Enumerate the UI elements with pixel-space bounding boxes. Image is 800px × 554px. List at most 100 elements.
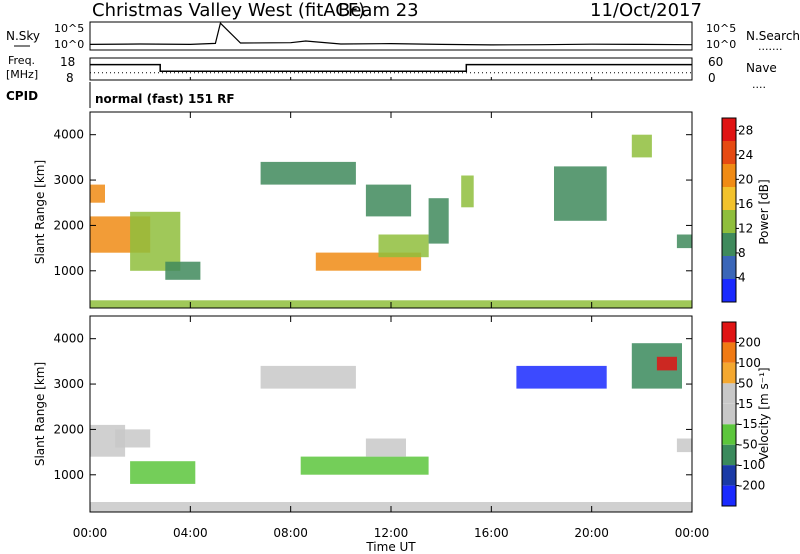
nsearch-tick-bottom: 10^0 bbox=[706, 38, 736, 51]
colorbar-tick-label-8: 8 bbox=[738, 246, 746, 260]
colorbar-swatch-8 bbox=[722, 322, 736, 343]
nsky-tick-bottom: 10^0 bbox=[54, 38, 84, 51]
colorbar-swatch-1 bbox=[722, 256, 736, 279]
y-tick-label-1000: 1000 bbox=[53, 468, 84, 482]
freq-tick-top: 18 bbox=[60, 55, 75, 69]
scatter-region-9 bbox=[676, 438, 692, 453]
colorbar-tick-label-50: 50 bbox=[738, 376, 753, 390]
power-y-label: Slant Range [km] bbox=[33, 160, 47, 264]
nave-label: Nave bbox=[746, 61, 777, 75]
freq-tick-bottom: 8 bbox=[66, 71, 74, 85]
colorbar-swatch-2 bbox=[722, 233, 736, 256]
scatter-region-3 bbox=[165, 261, 201, 280]
colorbar-frame bbox=[721, 117, 737, 303]
freq-label: Freq. bbox=[8, 54, 35, 67]
colorbar-swatch-0 bbox=[722, 279, 736, 302]
nsky-series bbox=[89, 22, 693, 46]
scatter-region-11 bbox=[631, 134, 652, 158]
colorbar-tick-label-12: 12 bbox=[738, 221, 753, 235]
scatter-region-3 bbox=[300, 456, 429, 475]
x-tick-label-0: 00:00 bbox=[73, 526, 108, 540]
scatter-region-9 bbox=[461, 175, 474, 208]
colorbar-swatch-0 bbox=[722, 485, 736, 506]
velocity-colorbar: 200 100 50 15 -15 -50 -100 -200 bbox=[721, 321, 765, 507]
colorbar-swatch-5 bbox=[722, 164, 736, 187]
colorbar-swatch-4 bbox=[722, 187, 736, 210]
colorbar-swatch-7 bbox=[722, 118, 736, 141]
scatter-region-1 bbox=[90, 184, 105, 203]
colorbar-swatch-3 bbox=[722, 424, 736, 445]
y-tick-label-2000: 2000 bbox=[53, 218, 84, 232]
colorbar-tick-label-200: 200 bbox=[738, 335, 761, 349]
nsearch-label: N.Search bbox=[746, 29, 800, 43]
scatter-region-6 bbox=[260, 161, 356, 185]
nsky-strip-frame bbox=[89, 21, 693, 51]
colorbar-swatch-4 bbox=[722, 403, 736, 425]
scatter-region-2 bbox=[130, 211, 181, 271]
beam-label: Beam 23 bbox=[338, 0, 419, 21]
power-colorbar-label: Power [dB] bbox=[757, 179, 771, 244]
colorbar-swatch-1 bbox=[722, 465, 736, 486]
nave-tick-bottom: 0 bbox=[708, 71, 716, 85]
colorbar-swatch-7 bbox=[722, 342, 736, 363]
velocity-colorbar-label: Velocity [m s⁻¹] bbox=[757, 367, 771, 460]
velocity-y-label: Slant Range [km] bbox=[33, 362, 47, 466]
y-tick-label-4000: 4000 bbox=[53, 332, 84, 346]
power-colorbar: 4 8 12 16 20 24 28 bbox=[721, 117, 753, 303]
scatter-region-6 bbox=[516, 365, 607, 389]
nsearch-dots: ....... bbox=[758, 40, 782, 53]
nsky-label: N.Sky bbox=[6, 29, 40, 43]
x-tick-label-1: 04:00 bbox=[173, 526, 208, 540]
nave-dots: .... bbox=[752, 78, 766, 91]
colorbar-tick-label-24: 24 bbox=[738, 148, 753, 162]
velocity-y-axis: 1000 2000 3000 4000 bbox=[53, 332, 692, 482]
y-tick-label-3000: 3000 bbox=[53, 377, 84, 391]
colorbar-tick-label-4: 4 bbox=[738, 270, 746, 284]
power-heatmap bbox=[90, 134, 692, 308]
scatter-region-12 bbox=[676, 234, 692, 249]
scatter-region-8 bbox=[656, 356, 677, 371]
colorbar-swatch-3 bbox=[722, 210, 736, 233]
plot-title: Christmas Valley West (fitACF) bbox=[92, 0, 365, 21]
colorbar-tick-label-28: 28 bbox=[738, 123, 753, 137]
colorbar-tick-label-16: 16 bbox=[738, 197, 753, 211]
nsearch-tick-top: 10^5 bbox=[706, 22, 736, 35]
y-tick-label-3000: 3000 bbox=[53, 173, 84, 187]
y-tick-label-2000: 2000 bbox=[53, 422, 84, 436]
x-tick-label-6: 00:00 bbox=[675, 526, 710, 540]
colorbar-tick-label--15: -15 bbox=[738, 417, 758, 431]
x-tick-label-5: 20:00 bbox=[574, 526, 609, 540]
colorbar-tick-label--200: -200 bbox=[738, 479, 765, 493]
scatter-region-5 bbox=[378, 234, 429, 258]
colorbar-swatch-6 bbox=[722, 141, 736, 164]
scatter-region-2 bbox=[130, 461, 196, 484]
scatter-region-7 bbox=[365, 184, 412, 217]
colorbar-tick-label-20: 20 bbox=[738, 172, 753, 186]
x-tick-label-3: 12:00 bbox=[374, 526, 409, 540]
cpid-label: CPID bbox=[6, 89, 38, 103]
nsky-line bbox=[89, 22, 693, 46]
colorbar-swatch-2 bbox=[722, 444, 736, 466]
x-axis-label: Time UT bbox=[365, 540, 416, 554]
y-tick-label-4000: 4000 bbox=[53, 128, 84, 142]
nave-tick-top: 60 bbox=[708, 55, 723, 69]
freq-strip-frame bbox=[89, 57, 693, 81]
y-tick-label-1000: 1000 bbox=[53, 264, 84, 278]
scatter-region-1 bbox=[115, 429, 151, 448]
colorbar-tick-label--50: -50 bbox=[738, 438, 758, 452]
date-label: 11/Oct/2017 bbox=[590, 0, 702, 21]
time-axis: 00:00 04:00 08:00 12:00 16:00 20:00 00:00 bbox=[73, 77, 710, 540]
freq-unit-label: [MHz] bbox=[6, 68, 38, 81]
x-tick-label-4: 16:00 bbox=[474, 526, 509, 540]
colorbar-tick-label-15: 15 bbox=[738, 397, 753, 411]
nsky-tick-top: 10^5 bbox=[54, 22, 84, 35]
freq-line bbox=[90, 63, 692, 72]
power-y-axis: 1000 2000 3000 4000 bbox=[53, 128, 692, 278]
colorbar-swatch-5 bbox=[722, 383, 736, 404]
colorbar-frame bbox=[721, 321, 737, 507]
velocity-heatmap bbox=[90, 343, 692, 512]
scatter-region-5 bbox=[260, 365, 356, 389]
colorbar-swatch-6 bbox=[722, 362, 736, 384]
x-tick-label-2: 08:00 bbox=[273, 526, 308, 540]
